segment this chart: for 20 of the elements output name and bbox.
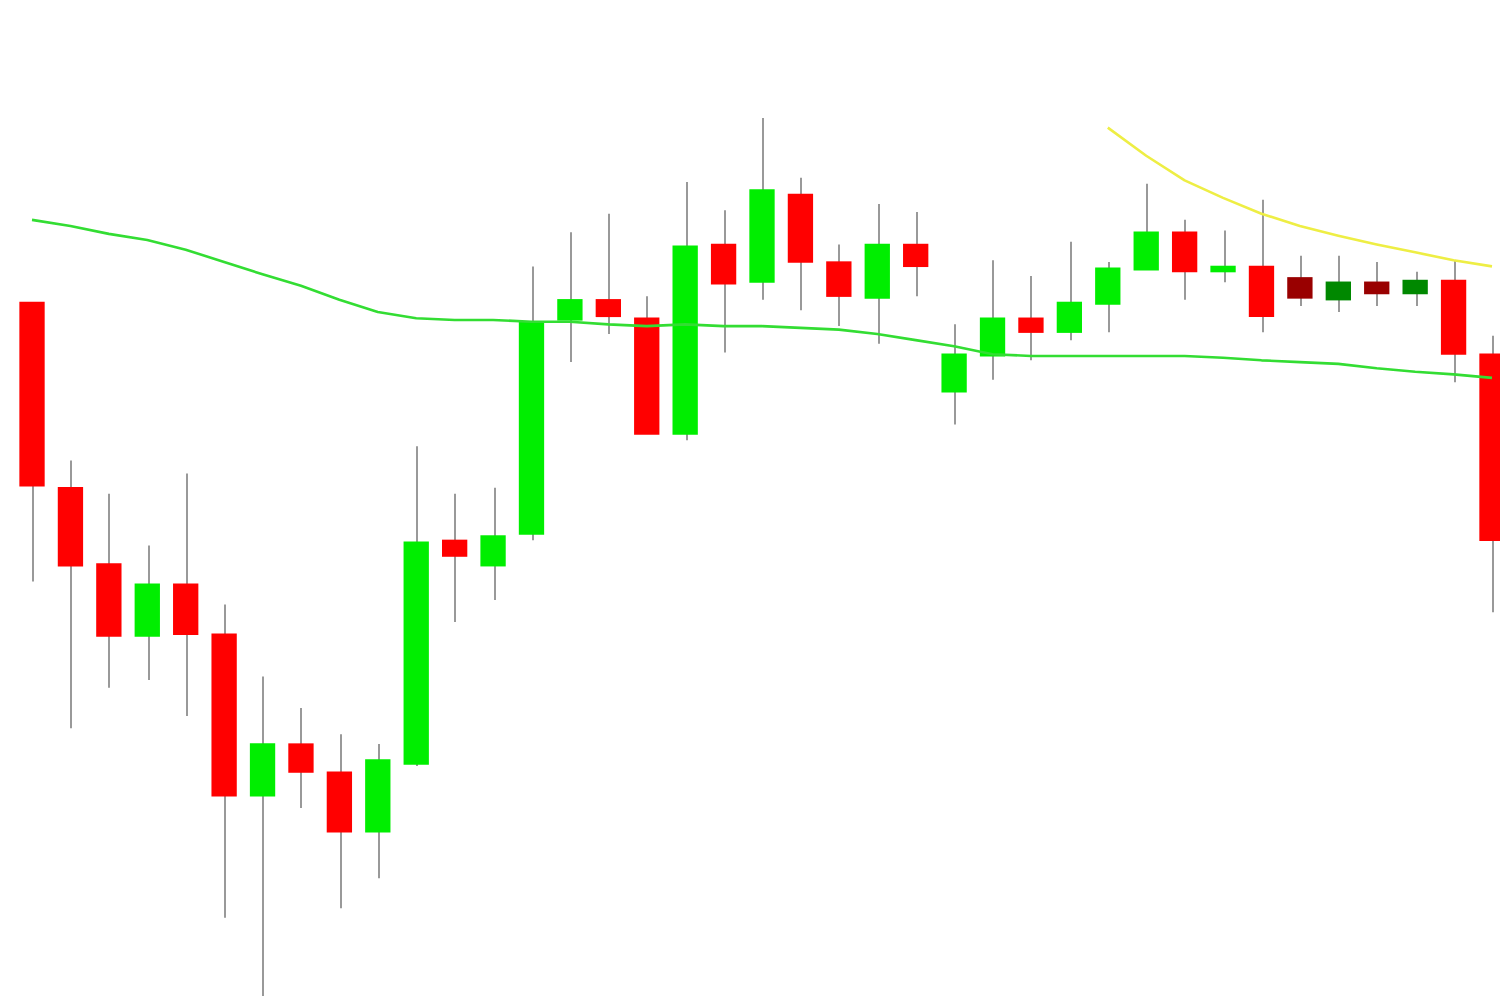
candlestick <box>1402 270 1428 307</box>
candlestick <box>1325 254 1351 314</box>
candlestick <box>1056 240 1083 342</box>
candlestick <box>1095 260 1121 334</box>
candlestick <box>1171 218 1198 301</box>
candlestick <box>903 210 929 298</box>
candlestick <box>1287 254 1313 307</box>
candlestick <box>1133 182 1159 271</box>
candlestick <box>826 243 852 328</box>
candlestick <box>595 212 621 335</box>
candlestick <box>441 492 468 623</box>
candlestick <box>288 707 314 810</box>
candlestick <box>710 209 737 354</box>
candlestick <box>480 486 506 602</box>
candlestick <box>1210 229 1236 284</box>
candlestick <box>557 231 583 364</box>
candlestick <box>979 259 1006 381</box>
candlestick <box>1018 275 1044 362</box>
candlestick <box>941 323 967 426</box>
candlestick <box>1364 260 1390 307</box>
